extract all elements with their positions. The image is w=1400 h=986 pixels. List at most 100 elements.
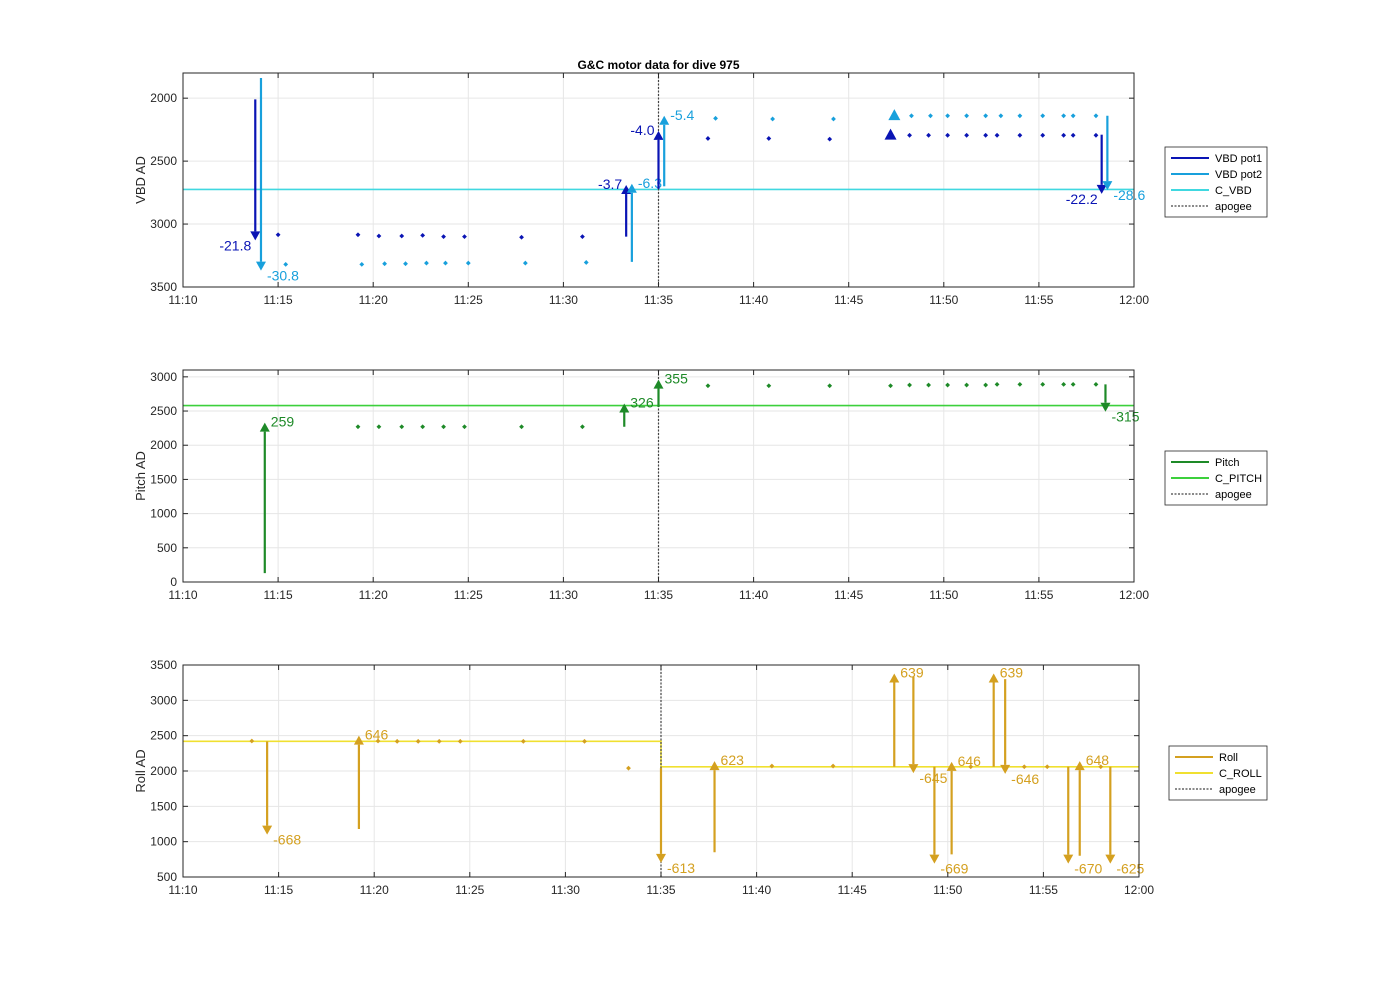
data-point xyxy=(994,132,1000,138)
move-label: 639 xyxy=(1000,664,1024,680)
data-point xyxy=(1093,381,1099,387)
x-tick-label: 11:20 xyxy=(359,293,388,307)
x-tick-label: 11:30 xyxy=(549,293,578,307)
x-tick-label: 11:45 xyxy=(834,588,863,602)
data-point xyxy=(909,113,914,119)
move-label: -6.3 xyxy=(638,175,662,191)
x-tick-label: 11:35 xyxy=(646,883,675,897)
data-point xyxy=(1040,132,1046,138)
panel-1: -21.8 -30.8 -3.7 -6.3 -4.0 -5.4 -22.2 -28.6 11:1… xyxy=(133,58,1268,307)
x-tick-label: 11:40 xyxy=(742,883,771,897)
x-tick-label: 11:35 xyxy=(644,293,673,307)
y-tick-label: 2500 xyxy=(150,404,177,418)
data-point xyxy=(436,738,442,744)
data-point xyxy=(441,234,446,240)
x-tick-label: 11:55 xyxy=(1024,588,1053,602)
move-arrow-head xyxy=(988,673,999,683)
data-point xyxy=(443,260,448,266)
move-label: -670 xyxy=(1074,861,1102,877)
data-point xyxy=(359,261,365,267)
x-tick-label: 11:40 xyxy=(739,293,768,307)
data-point xyxy=(580,424,585,430)
move-arrow-head xyxy=(353,735,364,745)
panel-3: -668646-613623639-645-669646639-646-6706… xyxy=(133,658,1268,897)
data-point xyxy=(626,765,631,771)
move-label: -28.6 xyxy=(1113,187,1145,203)
data-point xyxy=(399,233,405,239)
move-arrow-head xyxy=(619,403,630,413)
data-point xyxy=(1070,132,1076,138)
y-tick-label: 1500 xyxy=(150,799,177,813)
data-point xyxy=(713,115,718,121)
data-point xyxy=(376,424,382,430)
move-arrow-head xyxy=(250,231,261,241)
move-arrow-head xyxy=(255,261,266,271)
data-point xyxy=(983,132,989,138)
data-point xyxy=(520,738,526,744)
x-tick-label: 12:00 xyxy=(1119,293,1149,307)
data-point xyxy=(399,424,405,430)
y-tick-label: 500 xyxy=(157,541,177,555)
move-label: 646 xyxy=(958,753,982,769)
data-point xyxy=(964,382,970,388)
y-tick-label: 2500 xyxy=(150,154,177,168)
x-tick-label: 11:50 xyxy=(929,293,958,307)
marker-triangle xyxy=(888,109,901,121)
x-tick-label: 11:55 xyxy=(1029,883,1058,897)
move-label: 623 xyxy=(721,752,745,768)
data-point xyxy=(928,113,933,119)
data-point xyxy=(1021,764,1027,770)
data-point xyxy=(945,132,951,138)
data-point xyxy=(827,136,833,142)
move-label: 259 xyxy=(271,414,295,430)
data-point xyxy=(964,132,970,138)
x-tick-label: 11:50 xyxy=(933,883,962,897)
chart-title: G&C motor data for dive 975 xyxy=(577,58,739,72)
data-point xyxy=(355,424,361,430)
move-arrow-head xyxy=(626,183,637,193)
data-point xyxy=(827,383,833,389)
data-point xyxy=(355,232,361,238)
move-arrow-head xyxy=(889,673,900,683)
move-arrow-head xyxy=(659,115,670,125)
x-tick-label: 12:00 xyxy=(1119,588,1149,602)
data-point xyxy=(275,232,281,238)
legend-entry: apogee xyxy=(1219,784,1256,796)
marker-triangle xyxy=(884,128,897,140)
y-tick-label: 3000 xyxy=(150,217,177,231)
data-point xyxy=(1017,381,1023,387)
y-axis-label: Roll AD xyxy=(133,749,148,792)
data-point xyxy=(424,260,429,266)
data-point xyxy=(705,383,711,389)
y-tick-label: 0 xyxy=(170,575,177,589)
y-tick-label: 2000 xyxy=(150,764,177,778)
data-point xyxy=(394,738,400,744)
move-arrow-head xyxy=(929,854,940,864)
move-arrow-head xyxy=(656,853,666,863)
data-point xyxy=(375,738,381,744)
legend-entry: C_PITCH xyxy=(1215,473,1262,485)
data-point xyxy=(1061,381,1067,387)
x-tick-label: 11:30 xyxy=(551,883,580,897)
x-tick-label: 11:55 xyxy=(1024,293,1053,307)
legend-entry: apogee xyxy=(1215,489,1252,501)
move-label: -30.8 xyxy=(267,268,299,284)
data-point xyxy=(1070,381,1076,387)
x-tick-label: 11:35 xyxy=(644,588,673,602)
x-tick-label: 11:20 xyxy=(360,883,389,897)
data-point xyxy=(945,382,951,388)
y-tick-label: 3500 xyxy=(150,280,177,294)
data-point xyxy=(382,261,388,267)
x-tick-label: 11:45 xyxy=(834,293,863,307)
move-label: -21.8 xyxy=(219,237,251,253)
move-arrow-head xyxy=(259,422,270,432)
y-axis-label: VBD AD xyxy=(133,156,148,204)
data-point xyxy=(1098,764,1104,770)
y-tick-label: 1500 xyxy=(150,472,177,486)
y-tick-label: 3000 xyxy=(150,693,177,707)
legend-entry: C_VBD xyxy=(1215,185,1252,197)
y-axis-label: Pitch AD xyxy=(133,451,148,501)
